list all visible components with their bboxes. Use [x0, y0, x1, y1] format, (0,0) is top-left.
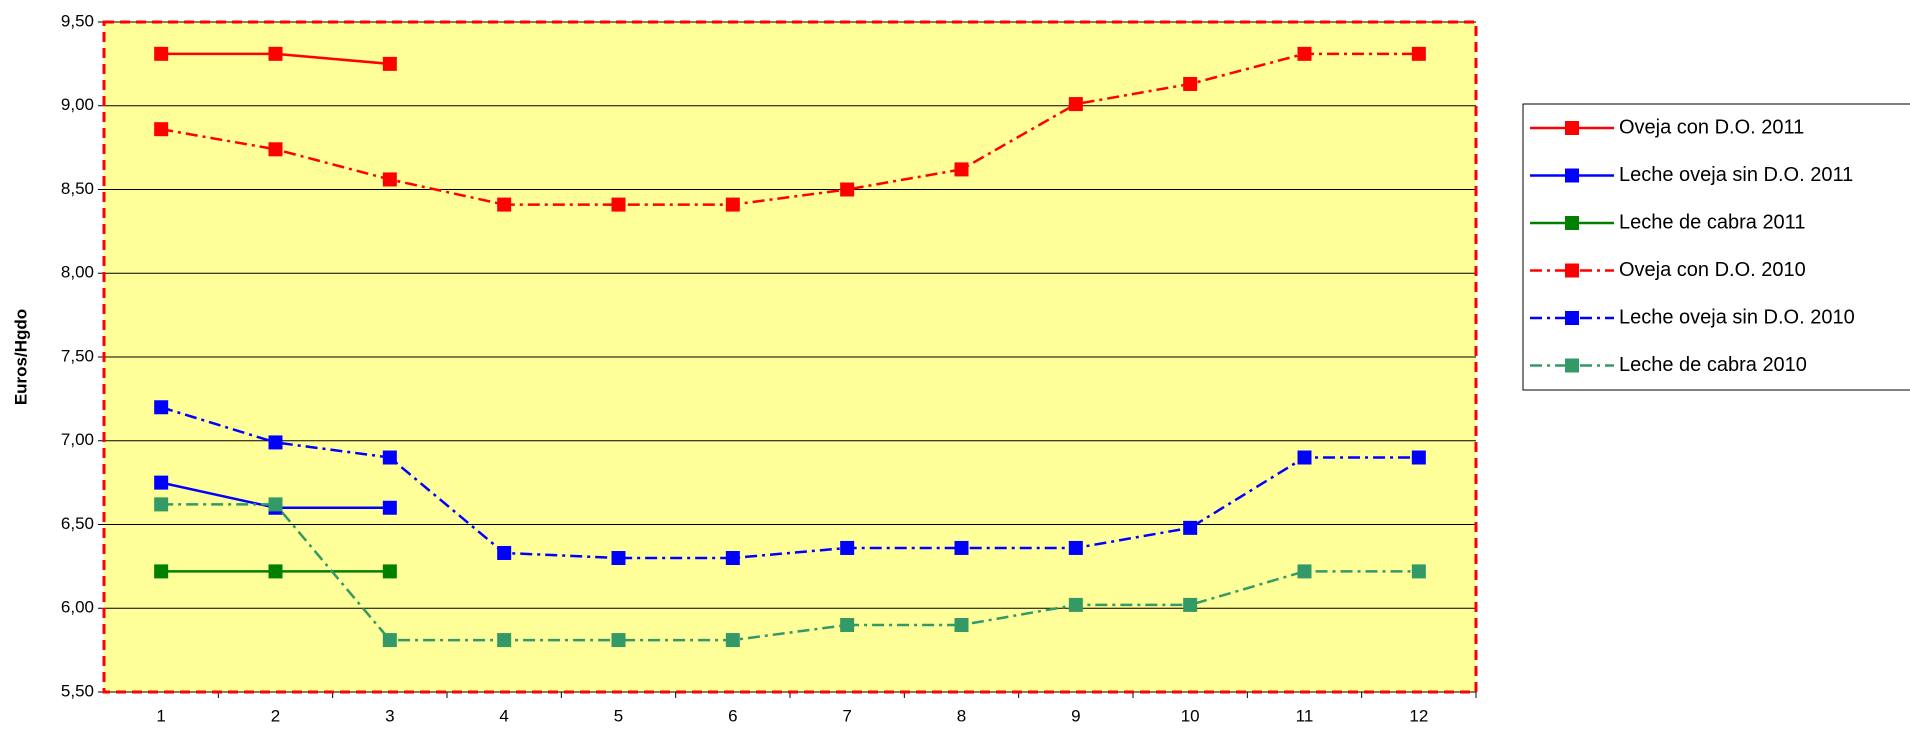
legend-box: [1522, 103, 1910, 391]
legend-label: Leche de cabra 2011: [1619, 211, 1805, 233]
x-tick-label: 6: [728, 706, 737, 725]
x-tick-label: 7: [842, 706, 851, 725]
marker: [382, 633, 397, 648]
marker: [154, 400, 169, 415]
x-tick-label: 1: [156, 706, 165, 725]
marker: [154, 475, 169, 490]
marker: [725, 551, 740, 565]
y-tick-label: 7,50: [61, 346, 94, 365]
marker: [1183, 520, 1198, 535]
x-tick-label: 4: [499, 706, 508, 725]
marker: [611, 551, 626, 565]
x-tick-label: 12: [1409, 706, 1428, 725]
marker: [382, 500, 397, 515]
marker: [154, 122, 169, 137]
marker: [954, 618, 969, 632]
legend-marker: [1565, 121, 1579, 135]
legend-label: Leche de cabra 2010: [1619, 354, 1807, 376]
legend-label: Leche oveja sin D.O. 2011: [1619, 164, 1853, 186]
marker: [268, 46, 283, 61]
series-line: [160, 406, 1419, 560]
marker: [1183, 76, 1198, 91]
x-tick-label: 8: [957, 706, 966, 725]
marker: [954, 540, 969, 555]
marker: [382, 564, 397, 579]
marker: [497, 633, 512, 648]
x-tick-label: 10: [1181, 706, 1200, 725]
marker: [1183, 597, 1198, 612]
legend-marker: [1565, 311, 1579, 325]
y-tick-label: 8,50: [61, 179, 94, 198]
marker: [840, 182, 855, 197]
y-tick-label: 9,50: [61, 11, 94, 30]
marker: [725, 633, 740, 648]
marker: [268, 497, 283, 512]
marker: [611, 197, 626, 212]
legend-marker: [1565, 263, 1579, 278]
marker: [154, 564, 169, 579]
y-tick-label: 6,50: [61, 514, 94, 533]
marker: [154, 46, 169, 61]
legend-label: Oveja con D.O. 2011: [1619, 116, 1804, 138]
legend-label: Oveja con D.O. 2010: [1619, 259, 1806, 281]
legend-marker: [1565, 216, 1579, 230]
marker: [1297, 564, 1312, 579]
marker: [1068, 97, 1083, 112]
x-tick-label: 9: [1071, 706, 1080, 725]
legend-marker: [1565, 358, 1579, 373]
marker: [1411, 46, 1426, 61]
series-line: [160, 52, 1419, 206]
series-line: [161, 503, 1419, 642]
y-tick-label: 5,50: [61, 681, 94, 700]
y-axis-label: Euros/Hgdo: [11, 309, 30, 405]
x-tick-label: 5: [614, 706, 623, 725]
marker: [497, 545, 512, 560]
marker: [1068, 540, 1083, 555]
marker: [840, 618, 855, 632]
marker: [725, 197, 740, 212]
y-tick-label: 7,00: [61, 430, 94, 449]
marker: [1297, 450, 1312, 465]
y-tick-label: 8,00: [61, 263, 94, 282]
marker: [268, 142, 283, 157]
marker: [268, 435, 283, 450]
marker: [1068, 597, 1083, 612]
marker: [954, 162, 969, 177]
marker: [1411, 564, 1426, 579]
marker: [382, 450, 397, 465]
legend-label: Leche oveja sin D.O. 2010: [1619, 306, 1855, 328]
marker: [611, 633, 626, 648]
x-tick-label: 3: [385, 706, 394, 725]
marker: [382, 172, 397, 187]
y-tick-label: 9,00: [61, 95, 94, 114]
marker: [497, 197, 512, 212]
marker: [1411, 450, 1426, 465]
plot-border: [102, 20, 1478, 694]
marker: [1297, 46, 1312, 61]
x-tick-label: 2: [271, 706, 280, 725]
marker: [268, 564, 283, 579]
legend-marker: [1565, 168, 1579, 183]
y-tick-label: 6,00: [61, 598, 94, 617]
marker: [154, 497, 169, 512]
marker: [840, 540, 855, 555]
marker: [382, 56, 397, 71]
x-tick-label: 11: [1296, 706, 1314, 725]
